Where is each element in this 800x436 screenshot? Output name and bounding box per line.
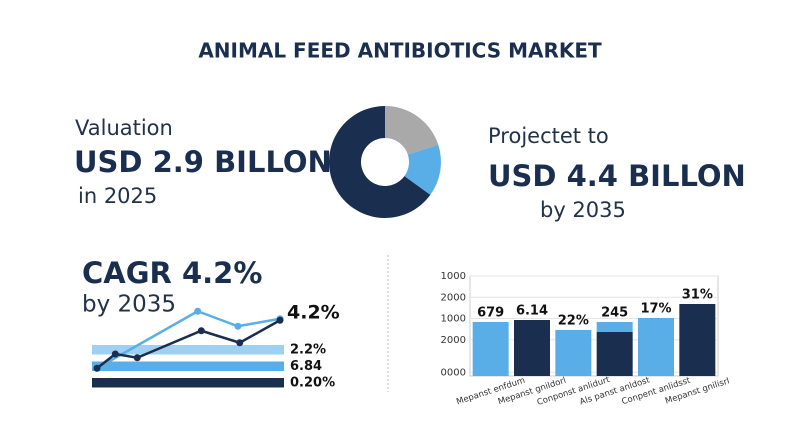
line	[96, 309, 281, 370]
point	[133, 354, 141, 362]
projection-label: Projectet to	[488, 124, 609, 148]
bar	[596, 322, 633, 332]
valuation-year: in 2025	[78, 184, 157, 208]
band-label: 6.84	[290, 359, 322, 374]
line-end-label: 4.2%	[287, 302, 340, 324]
y-tick-label: 1000	[441, 271, 466, 282]
donut-slice	[404, 144, 441, 195]
bar	[472, 322, 509, 376]
point	[234, 322, 242, 330]
line	[96, 319, 281, 370]
valuation-amount: USD 2.9 BILLON	[74, 145, 332, 179]
bar-annotation: 22%	[558, 314, 589, 329]
band-label: 2.2%	[290, 343, 326, 358]
band	[92, 361, 284, 371]
bar-annotation: 6.14	[516, 304, 548, 319]
title: ANIMAL FEED ANTIBIOTICS MARKET	[198, 39, 602, 63]
point	[197, 327, 205, 335]
y-tick-label: 2000	[441, 335, 466, 346]
projection-amount: USD 4.4 BILLON	[488, 159, 746, 193]
cagr-label: CAGR 4.2%	[82, 256, 262, 290]
y-tick-label: 2000	[441, 292, 466, 303]
bar-annotation: 245	[601, 306, 628, 321]
band	[92, 345, 284, 355]
bar-annotation: 31%	[682, 288, 713, 303]
bar-annotation: 17%	[640, 302, 671, 317]
point	[236, 339, 244, 347]
projection-year: by 2035	[540, 198, 626, 222]
bar	[596, 332, 633, 376]
point	[93, 364, 101, 372]
bar-annotation: 679	[477, 306, 504, 321]
point	[111, 350, 119, 358]
cagr-year: by 2035	[82, 292, 176, 318]
y-tick-label: 0000	[441, 367, 466, 378]
valuation-label: Valuation	[75, 116, 173, 140]
y-tick-label: 1000	[441, 314, 466, 325]
bar	[679, 304, 716, 376]
bar	[638, 318, 674, 376]
point	[194, 307, 202, 315]
point	[276, 316, 284, 324]
bar	[555, 330, 592, 376]
band-label: 0.20%	[290, 376, 335, 391]
donut-slice	[385, 106, 439, 155]
donut-slice	[329, 106, 431, 218]
bar	[514, 320, 550, 376]
band	[92, 378, 284, 388]
